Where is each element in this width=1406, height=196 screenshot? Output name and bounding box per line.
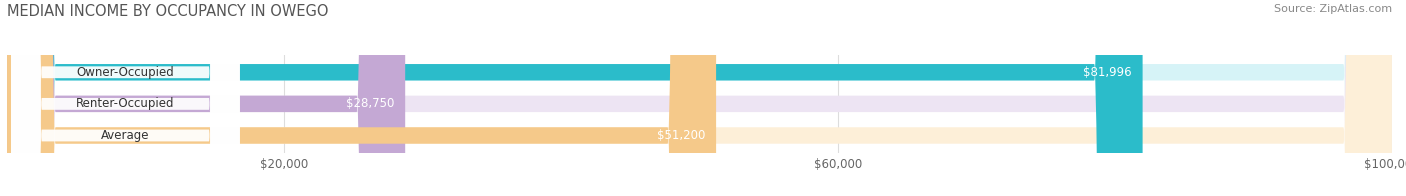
Text: MEDIAN INCOME BY OCCUPANCY IN OWEGO: MEDIAN INCOME BY OCCUPANCY IN OWEGO: [7, 4, 329, 19]
FancyBboxPatch shape: [7, 0, 1143, 196]
FancyBboxPatch shape: [7, 0, 405, 196]
Text: Renter-Occupied: Renter-Occupied: [76, 97, 174, 110]
Text: Average: Average: [101, 129, 149, 142]
Text: $51,200: $51,200: [657, 129, 704, 142]
FancyBboxPatch shape: [11, 0, 239, 196]
Text: $28,750: $28,750: [346, 97, 394, 110]
Text: $81,996: $81,996: [1083, 66, 1132, 79]
Text: Owner-Occupied: Owner-Occupied: [76, 66, 174, 79]
Text: Source: ZipAtlas.com: Source: ZipAtlas.com: [1274, 4, 1392, 14]
FancyBboxPatch shape: [7, 0, 716, 196]
FancyBboxPatch shape: [7, 0, 1392, 196]
FancyBboxPatch shape: [7, 0, 1392, 196]
FancyBboxPatch shape: [7, 0, 1392, 196]
FancyBboxPatch shape: [11, 0, 239, 196]
FancyBboxPatch shape: [11, 0, 239, 196]
